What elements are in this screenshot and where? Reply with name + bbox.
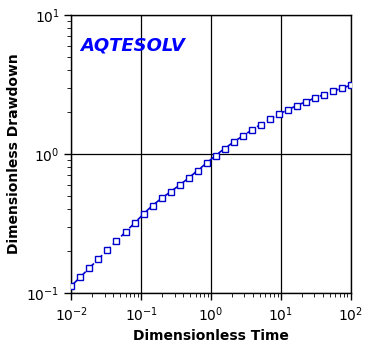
X-axis label: Dimensionless Time: Dimensionless Time <box>133 329 289 343</box>
Text: AQTESOLV: AQTESOLV <box>80 37 185 55</box>
Y-axis label: Dimensionless Drawdown: Dimensionless Drawdown <box>7 54 21 254</box>
